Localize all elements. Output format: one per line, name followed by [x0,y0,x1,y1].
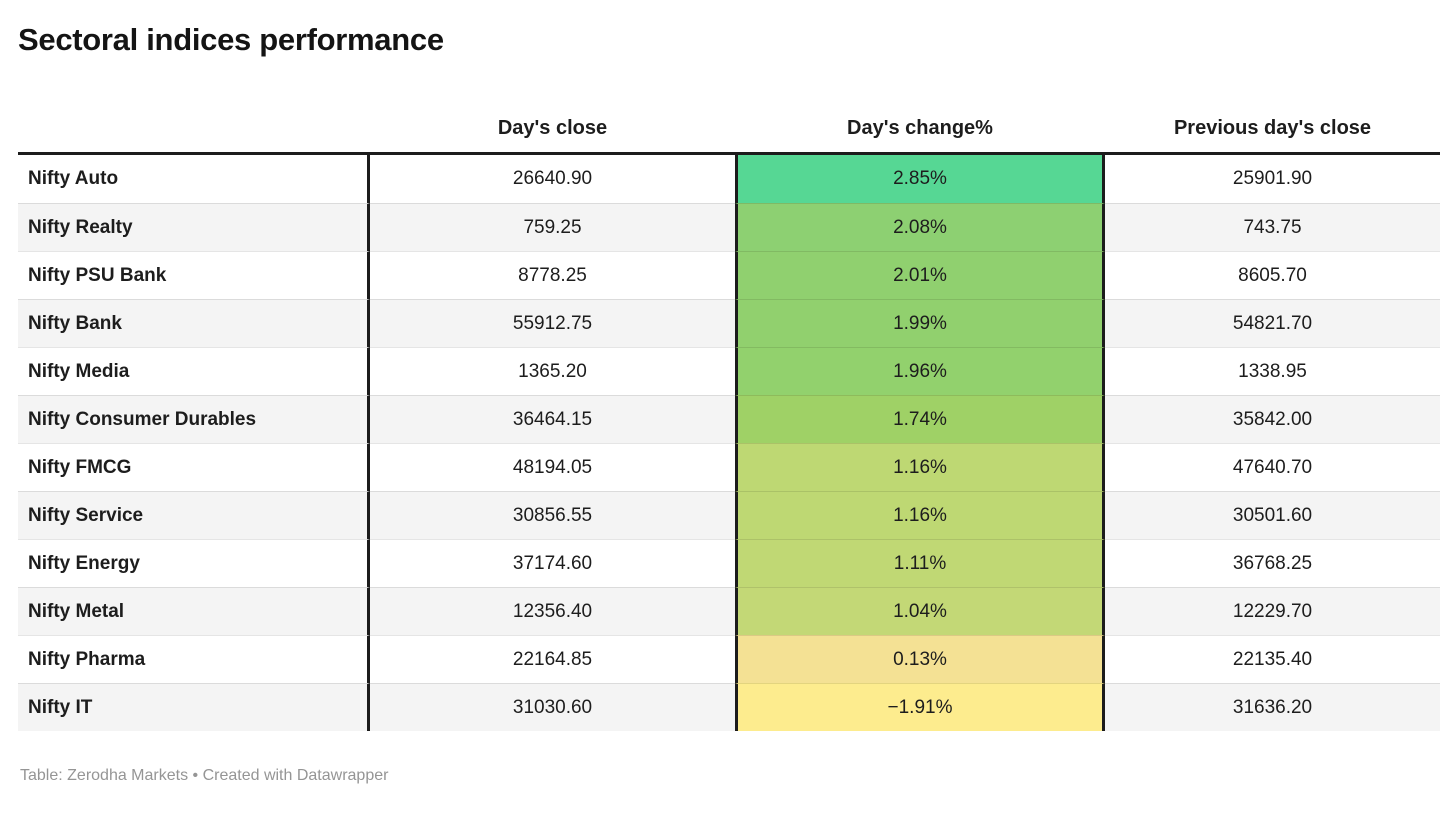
prev-close-cell: 25901.90 [1232,168,1313,189]
days-close-cell: 759.25 [370,203,735,251]
days-change-cell: 1.11% [735,539,1105,587]
prev-close-cell: 47640.70 [1105,443,1440,491]
page: Sectoral indices performance Day's close… [18,22,1440,785]
table-row: Nifty Pharma 22164.85 0.13% 22135.40 [18,635,1440,683]
table-row: Nifty FMCG 48194.05 1.16% 47640.70 [18,443,1440,491]
days-change-cell: 2.08% [735,203,1105,251]
prev-close-cell: 35842.00 [1105,395,1440,443]
footer-separator: • [188,767,203,784]
days-change-cell: 2.85% [735,155,1105,203]
table-footer: Table: Zerodha Markets • Created with Da… [18,767,1440,785]
days-close-cell: 55912.75 [370,299,735,347]
footer-datawrapper-credit-link[interactable]: Created with Datawrapper [202,767,389,784]
table-row: Nifty Auto 26640.90 2.85% 25901.90 [18,155,1440,203]
table-row: Nifty Media 1365.20 1.96% 1338.95 [18,347,1440,395]
col-header-days-change: Day's change% [847,117,993,139]
table-header-row: Day's close Day's change% Previous day's… [18,105,1440,155]
table-row: Nifty Consumer Durables 36464.15 1.74% 3… [18,395,1440,443]
days-change-cell: 1.16% [735,443,1105,491]
row-label-cell: Nifty Pharma [18,635,370,683]
days-change-cell: 1.16% [735,491,1105,539]
days-change-cell: 1.99% [735,299,1105,347]
days-close-cell: 8778.25 [370,251,735,299]
days-change-cell: −1.91% [735,683,1105,731]
col-header-prev-close: Previous day's close [1173,117,1372,139]
days-change-cell: 1.74% [735,395,1105,443]
row-label-cell: Nifty Metal [18,587,370,635]
table-row: Nifty Bank 55912.75 1.99% 54821.70 [18,299,1440,347]
table-row: Nifty Service 30856.55 1.16% 30501.60 [18,491,1440,539]
days-close-cell: 36464.15 [370,395,735,443]
days-close-cell: 37174.60 [370,539,735,587]
days-close-cell: 48194.05 [370,443,735,491]
prev-close-cell: 1338.95 [1105,347,1440,395]
table-row: Nifty Metal 12356.40 1.04% 12229.70 [18,587,1440,635]
row-label-cell: Nifty IT [18,683,370,731]
prev-close-cell: 54821.70 [1105,299,1440,347]
table-body: Nifty Auto 26640.90 2.85% 25901.90 Nifty… [18,155,1440,731]
days-change-cell: 2.01% [735,251,1105,299]
days-change-cell: 1.96% [735,347,1105,395]
sector-performance-table: Day's close Day's change% Previous day's… [18,105,1440,731]
days-change-cell: 1.04% [735,587,1105,635]
days-close-cell: 1365.20 [370,347,735,395]
footer-source: Table: Zerodha Markets [20,767,189,784]
table-row: Nifty PSU Bank 8778.25 2.01% 8605.70 [18,251,1440,299]
prev-close-cell: 8605.70 [1105,251,1440,299]
prev-close-cell: 743.75 [1105,203,1440,251]
row-label-cell: Nifty FMCG [18,443,370,491]
days-close-cell: 12356.40 [370,587,735,635]
row-label-cell: Nifty PSU Bank [18,251,370,299]
page-title: Sectoral indices performance [18,22,444,57]
prev-close-cell: 31636.20 [1105,683,1440,731]
days-change-cell: 0.13% [735,635,1105,683]
table-row: Nifty Energy 37174.60 1.11% 36768.25 [18,539,1440,587]
col-header-days-close: Day's close [497,117,608,139]
row-label-cell: Nifty Service [18,491,370,539]
days-close-cell: 26640.90 [512,168,593,189]
prev-close-cell: 22135.40 [1105,635,1440,683]
row-label-cell: Nifty Consumer Durables [18,395,370,443]
days-close-cell: 22164.85 [370,635,735,683]
days-close-cell: 30856.55 [370,491,735,539]
prev-close-cell: 36768.25 [1105,539,1440,587]
prev-close-cell: 30501.60 [1105,491,1440,539]
row-label-cell: Nifty Energy [18,539,370,587]
row-label-cell: Nifty Bank [18,299,370,347]
days-close-cell: 31030.60 [370,683,735,731]
table-row: Nifty IT 31030.60 −1.91% 31636.20 [18,683,1440,731]
table-row: Nifty Realty 759.25 2.08% 743.75 [18,203,1440,251]
row-label-cell: Nifty Media [18,347,370,395]
row-label-cell: Nifty Realty [18,203,370,251]
row-label-cell: Nifty Auto [18,155,370,203]
prev-close-cell: 12229.70 [1105,587,1440,635]
